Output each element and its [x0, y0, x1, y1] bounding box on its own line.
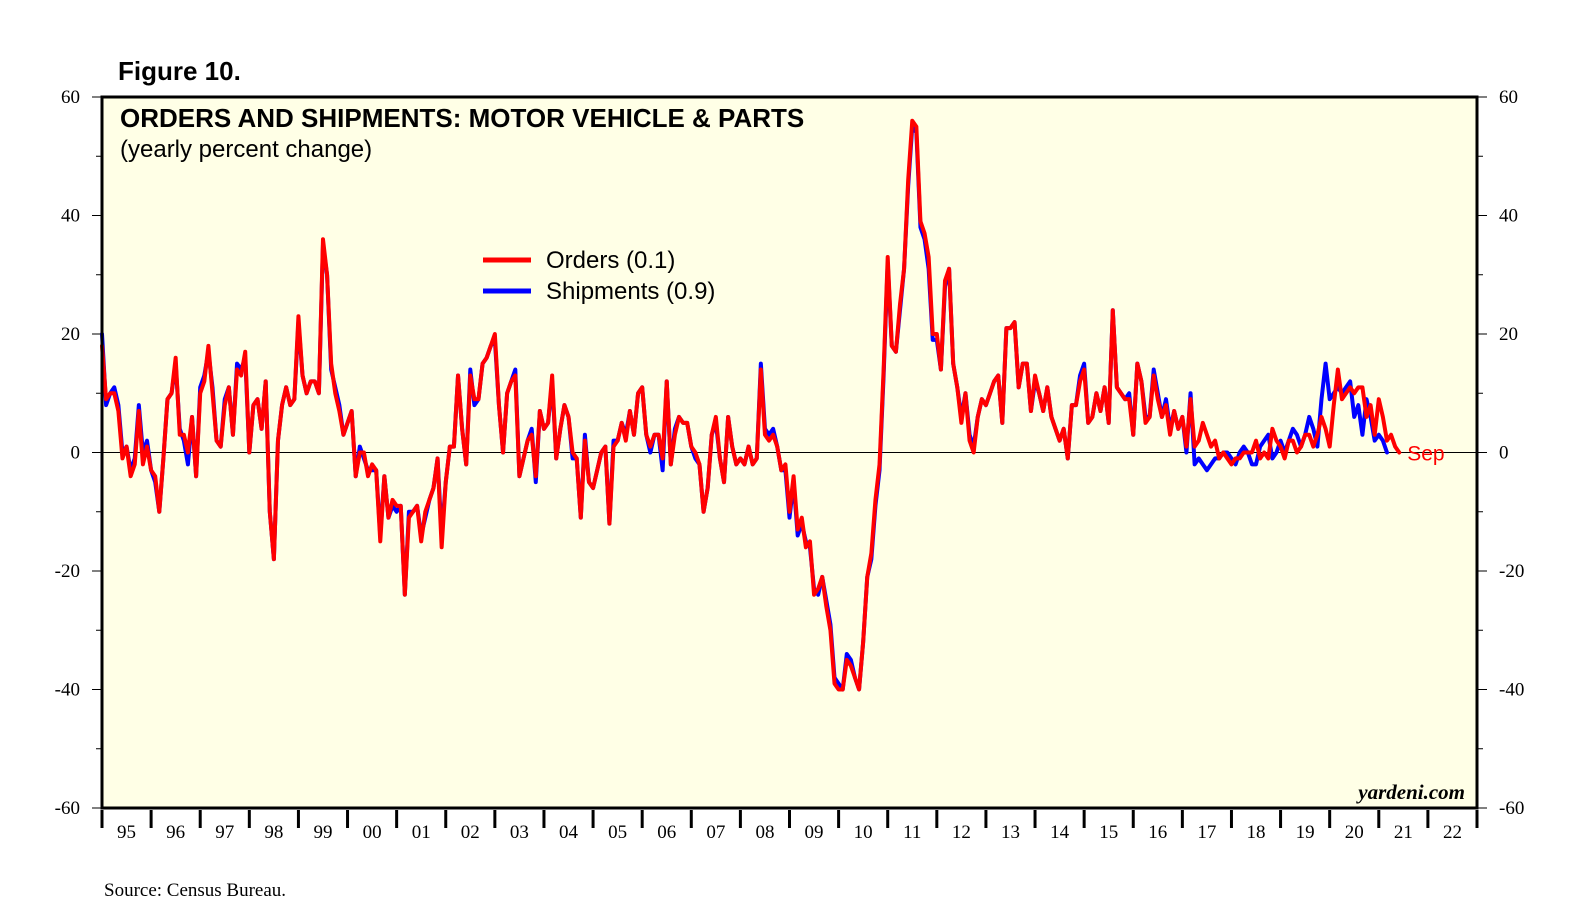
y-tick-label-right: -40: [1499, 680, 1524, 701]
x-tick-label: 97: [215, 822, 234, 843]
y-tick-label-left: 60: [61, 87, 80, 108]
chart-subtitle: (yearly percent change): [120, 136, 372, 163]
x-tick-label: 01: [412, 822, 431, 843]
y-tick-label-right: 0: [1499, 443, 1509, 464]
y-tick-label-left: 40: [61, 206, 80, 227]
x-tick-label: 17: [1197, 822, 1216, 843]
x-tick-label: 10: [854, 822, 873, 843]
legend-label-shipments: Shipments (0.9): [546, 278, 715, 305]
y-tick-label-right: -60: [1499, 798, 1524, 819]
x-tick-label: 13: [1001, 822, 1020, 843]
x-tick-label: 20: [1345, 822, 1364, 843]
x-tick-label: 02: [461, 822, 480, 843]
y-tick-label-right: 20: [1499, 324, 1518, 345]
series-lines: [100, 118, 1402, 692]
x-tick-label: 09: [805, 822, 824, 843]
legend: Orders (0.1) Shipments (0.9): [483, 247, 715, 305]
y-axis-right: -60 -40 -20 0 20 40 60: [1477, 87, 1524, 819]
x-tick-label: 16: [1148, 822, 1167, 843]
x-tick-label: 05: [608, 822, 627, 843]
legend-label-orders: Orders (0.1): [546, 247, 675, 274]
source-note: Source: Census Bureau.: [104, 880, 286, 901]
x-axis: 95 96 97 98 99 00 01 02 03 04 05 06 07 08 09 10 11 12 13 14…: [100, 810, 1479, 843]
x-tick-label: 08: [755, 822, 774, 843]
x-tick-label: 22: [1443, 822, 1462, 843]
x-tick-label: 19: [1296, 822, 1315, 843]
watermark: yardeni.com: [1355, 780, 1465, 804]
x-tick-label: 15: [1099, 822, 1118, 843]
x-tick-label: 00: [363, 822, 382, 843]
y-tick-label-left: -40: [55, 680, 80, 701]
series-line-orders: [100, 118, 1402, 692]
x-tick-label: 06: [657, 822, 676, 843]
end-label: Sep: [1407, 443, 1444, 466]
x-tick-label: 12: [952, 822, 971, 843]
x-tick-label: 96: [166, 822, 185, 843]
x-tick-label: 03: [510, 822, 529, 843]
y-tick-label-right: 40: [1499, 206, 1518, 227]
x-tick-label: 04: [559, 822, 579, 843]
x-tick-label: 95: [117, 822, 136, 843]
plot-frame: [100, 95, 1479, 810]
x-tick-label: 99: [313, 822, 332, 843]
y-tick-label-left: -60: [55, 798, 80, 819]
x-tick-label: 14: [1050, 822, 1070, 843]
figure-label: Figure 10.: [118, 56, 241, 86]
y-tick-label-right: -20: [1499, 561, 1524, 582]
x-tick-label: 18: [1247, 822, 1266, 843]
y-tick-label-left: 0: [71, 443, 81, 464]
y-tick-label-left: 20: [61, 324, 80, 345]
y-axis-left: -60 -40 -20 0 20 40 60: [55, 87, 102, 819]
x-tick-label: 21: [1394, 822, 1413, 843]
y-tick-label-right: 60: [1499, 87, 1518, 108]
x-tick-label: 98: [264, 822, 283, 843]
y-tick-label-left: -20: [55, 561, 80, 582]
x-tick-label: 11: [903, 822, 921, 843]
x-tick-label: 07: [706, 822, 725, 843]
chart-title: ORDERS AND SHIPMENTS: MOTOR VEHICLE & PA…: [120, 103, 804, 133]
